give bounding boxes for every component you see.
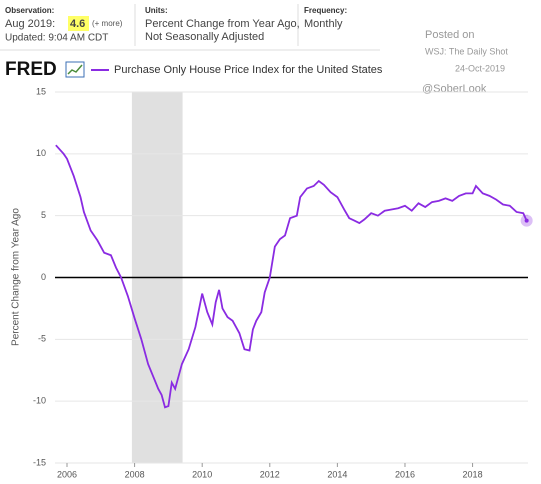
x-tick-label: 2016: [395, 469, 415, 479]
units-label: Units:: [145, 6, 168, 15]
highlight: [68, 16, 89, 31]
x-tick-label: 2008: [125, 469, 145, 479]
x-tick-label: 2006: [57, 469, 77, 479]
updated: Updated: 9:04 AM CDT: [5, 33, 108, 44]
y-tick-label: 10: [36, 148, 46, 158]
series-line: [55, 144, 528, 409]
y-tick-label: -5: [38, 334, 46, 344]
y-axis-label: Percent Change from Year Ago: [11, 208, 22, 346]
logo-icon: [65, 61, 85, 78]
observation-date: Aug 2019:: [5, 18, 55, 30]
observation-label: Observation:: [5, 6, 54, 15]
legend-label: Purchase Only House Price Index for the …: [114, 64, 383, 76]
x-tick-label: 2012: [260, 469, 280, 479]
units: Percent Change from Year Ago,: [145, 18, 300, 30]
observation-value: 4.6: [70, 18, 85, 30]
y-tick-label: 0: [41, 272, 46, 282]
frequency-label: Frequency:: [304, 6, 347, 15]
x-tick-label: 2014: [327, 469, 347, 479]
y-tick-label: 5: [41, 210, 46, 220]
watermark: WSJ: The Daily Shot: [425, 46, 508, 56]
units: Not Seasonally Adjusted: [145, 31, 264, 43]
x-tick-label: 2010: [192, 469, 212, 479]
y-tick-label: -10: [33, 396, 46, 406]
watermark: Posted on: [425, 29, 475, 41]
logo: FRED: [5, 59, 57, 80]
logo-icon: [67, 64, 83, 75]
x-tick-label: 2018: [463, 469, 483, 479]
y-tick-label: 15: [36, 86, 46, 96]
frequency: Monthly: [304, 18, 343, 30]
y-tick-label: -15: [33, 457, 46, 467]
watermark: 24-Oct-2019: [455, 63, 505, 73]
watermark: @SoberLook: [422, 83, 487, 95]
end-point: [524, 218, 529, 223]
more-link[interactable]: (+ more): [92, 19, 123, 28]
